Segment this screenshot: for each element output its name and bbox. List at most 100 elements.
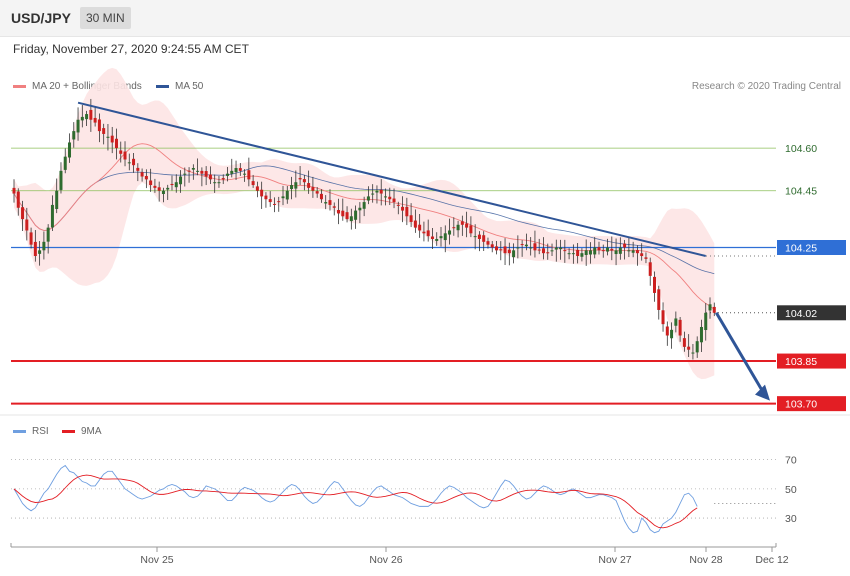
candle-body (33, 241, 37, 257)
candle-body (319, 193, 323, 200)
candle-body (653, 276, 656, 293)
candle-body (170, 183, 174, 186)
candle-body (541, 248, 545, 254)
candle-body (691, 352, 695, 354)
candle-body (712, 306, 716, 313)
x-tick-label: Nov 26 (369, 554, 402, 566)
candle-body (144, 175, 148, 180)
x-tick-label: Nov 28 (689, 554, 722, 566)
legend-ma20-label: MA 20 + Bollinger Bands (32, 81, 142, 92)
candle-body (546, 252, 550, 254)
candle-body (341, 210, 345, 217)
candle-body (601, 250, 605, 252)
price-panel: 104.60 104.45 104.25 104.02 103.85 103.70 (11, 67, 846, 412)
candle-body (324, 202, 328, 204)
rsi-tick-50: 50 (785, 484, 797, 496)
ma20-swatch (13, 85, 26, 88)
candle-body (294, 182, 298, 189)
candle-body (234, 168, 238, 173)
candle-body (63, 156, 67, 170)
candle-body (217, 182, 221, 184)
candle-body (272, 203, 276, 205)
candle-body (520, 244, 524, 246)
candle-body (127, 162, 131, 164)
candle-body (503, 246, 507, 254)
candle-body (443, 233, 447, 241)
candle-body (383, 196, 387, 198)
candle-body (524, 244, 528, 247)
candle-body (260, 189, 264, 197)
candle-body (204, 171, 208, 177)
candle-body (302, 179, 306, 183)
candle-body (550, 250, 554, 252)
candle-body (226, 173, 229, 176)
candle-body (161, 190, 165, 195)
candle-body (76, 119, 80, 133)
candle-body (21, 207, 25, 220)
candle-body (661, 310, 665, 325)
candle-body (174, 182, 178, 188)
rsi-ma9-line (13, 474, 698, 529)
candle-body (366, 196, 370, 201)
candle-body (708, 304, 712, 311)
candle-body (507, 249, 511, 254)
timestamp: Friday, November 27, 2020 9:24:55 AM CET (13, 42, 249, 56)
candle-body (315, 191, 319, 194)
candle-body (482, 235, 486, 242)
candle-body (243, 173, 247, 175)
x-tick-label: Nov 27 (598, 554, 631, 566)
candle-body (379, 189, 383, 194)
candle-body (200, 170, 204, 174)
candle-body (375, 190, 379, 193)
timeframe-button[interactable]: 30 MIN (80, 7, 131, 29)
credit-text: Research © 2020 Trading Central (691, 81, 841, 92)
level-label-104-45: 104.45 (785, 186, 817, 198)
candle-body (337, 210, 341, 214)
candle-body (97, 119, 101, 132)
candle-body (559, 247, 563, 250)
candle-body (657, 289, 661, 310)
candle-body (409, 215, 413, 222)
candle-body (460, 221, 464, 225)
candle-body (179, 176, 183, 185)
candle-body (665, 326, 669, 336)
x-tick-label: Dec 12 (755, 554, 788, 566)
candle-body (495, 246, 499, 251)
legend-rsi-label: RSI (32, 426, 49, 437)
candle-body (533, 243, 537, 251)
bollinger-band (14, 67, 715, 380)
candle-body (42, 241, 46, 251)
candle-body (396, 204, 400, 206)
candle-body (247, 170, 251, 180)
candle-body (277, 201, 281, 203)
level-label-103-85: 103.85 (785, 356, 817, 368)
candle-body (106, 136, 110, 138)
candle-body (72, 131, 76, 140)
legend-ma50: MA 50 (156, 81, 203, 92)
level-tag-103-85 (777, 353, 846, 369)
candle-body (618, 247, 622, 254)
candle-body (477, 234, 481, 239)
candle-body (290, 185, 294, 190)
rsi-swatch (13, 430, 26, 433)
candle-body (469, 225, 473, 234)
candle-body (208, 174, 212, 180)
candle-body (25, 219, 29, 231)
candle-body (426, 230, 430, 237)
candle-body (183, 173, 187, 175)
candle-body (307, 183, 311, 188)
candle-body (140, 172, 144, 177)
candle-body (473, 236, 477, 238)
candle-body (635, 250, 639, 254)
candle-body (430, 236, 434, 239)
candle-body (623, 243, 627, 248)
candle-body (349, 216, 353, 222)
candle-body (114, 138, 118, 149)
candle-body (149, 180, 153, 186)
candle-body (699, 326, 703, 343)
level-label-104-25: 104.25 (785, 243, 817, 255)
candle-body (448, 230, 452, 235)
rsi-line (13, 464, 698, 534)
candle-body (153, 185, 157, 188)
